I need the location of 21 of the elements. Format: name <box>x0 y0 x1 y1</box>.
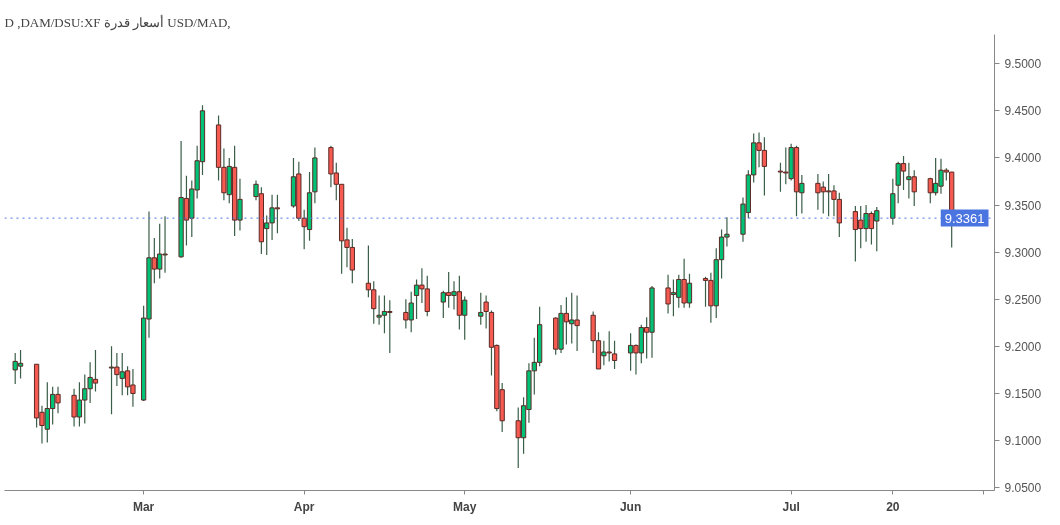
chart-title: D ,DAM/DSU:XF أسعار قدرة USD/MAD, <box>4 13 231 31</box>
ref-line-label: 9.3361 <box>944 210 985 226</box>
x-tick-label: 20 <box>886 499 900 514</box>
y-tick-label: 9.4500 <box>1004 104 1042 119</box>
candlestick <box>702 276 709 308</box>
y-tick-label: 9.4000 <box>1004 151 1042 166</box>
candlestick <box>777 162 784 193</box>
x-tick-label: Mar <box>132 499 155 514</box>
y-tick-label: 9.2000 <box>1004 339 1042 354</box>
x-tick-label: Jul <box>782 499 800 514</box>
y-tick-label: 9.3000 <box>1004 245 1042 260</box>
x-tick-label: Apr <box>293 499 315 514</box>
y-tick-label: 9.5000 <box>1004 57 1042 72</box>
y-tick-label: 9.2500 <box>1004 292 1042 307</box>
x-tick-label: May <box>453 499 477 514</box>
y-tick-label: 9.1000 <box>1004 434 1042 449</box>
y-tick-label: 9.1500 <box>1004 386 1042 401</box>
candlestick <box>852 205 859 263</box>
y-tick-label: 9.3500 <box>1004 198 1042 213</box>
y-tick-label: 9.0500 <box>1004 481 1042 496</box>
x-tick-label: Jun <box>619 499 642 514</box>
